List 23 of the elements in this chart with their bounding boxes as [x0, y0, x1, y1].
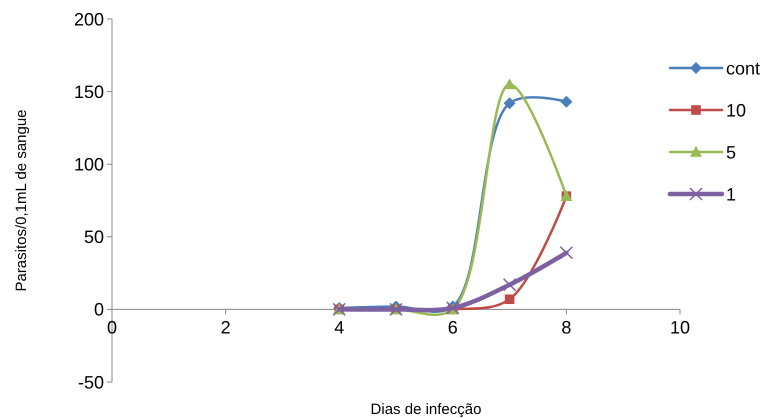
y-tick-label: -50	[78, 372, 104, 392]
point	[560, 96, 572, 108]
x-tick-label: 10	[670, 317, 690, 338]
x-tick-label: 2	[220, 317, 231, 338]
y-axis-title: Parasitos/0,1mL de sangue	[13, 109, 30, 292]
y-tick-label: 0	[94, 300, 104, 320]
y-tick-label: 50	[84, 227, 104, 248]
legend-label: 5	[726, 142, 736, 162]
legend-label: 1	[726, 184, 736, 204]
x-tick-label: 6	[448, 317, 458, 338]
point	[560, 246, 574, 260]
point	[504, 97, 516, 110]
y-tick-label: 150	[74, 82, 104, 102]
y-tick-label: 200	[74, 9, 104, 30]
x-tick-label: 4	[334, 317, 344, 338]
x-tick-label: 0	[106, 317, 118, 338]
y-tick-label: 100	[74, 154, 104, 174]
point	[502, 278, 516, 292]
point	[504, 294, 514, 304]
legend-label: 10	[726, 100, 746, 120]
legend-label: cont	[726, 58, 760, 78]
x-axis-title: Dias de infecção	[370, 401, 482, 418]
x-tick-label: 8	[561, 317, 572, 338]
